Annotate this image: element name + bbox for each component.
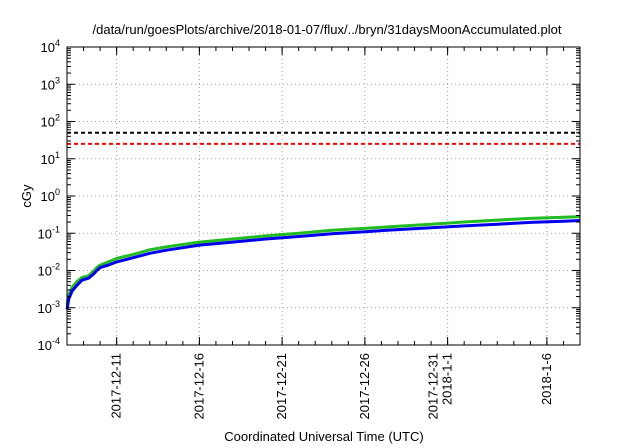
x-axis-label: Coordinated Universal Time (UTC) (224, 429, 423, 444)
y-tick-label: 102 (41, 113, 60, 130)
x-axis: 2017-12-11 2017-12-16 2017-12-21 2017-12-26… (83, 47, 564, 420)
y-tick-label: 100 (41, 187, 60, 204)
x-tick-label: 2018-1-1 (440, 353, 455, 405)
y-tick-label: 101 (41, 150, 60, 167)
y-tick-label: 10-4 (38, 336, 60, 353)
x-tick-label: 2017-12-26 (357, 353, 372, 420)
y-axis: 10-4 10-3 10-2 10-1 100 101 102 103 104 (38, 38, 580, 353)
grid (67, 47, 580, 345)
x-tick-label: 2017-12-21 (274, 353, 289, 420)
series-group (65, 215, 581, 310)
chart-title: /data/run/goesPlots/archive/2018-01-07/f… (93, 22, 562, 37)
y-tick-label: 10-1 (38, 224, 60, 241)
y-tick-label: 10-2 (38, 262, 60, 279)
threshold-lines (67, 131, 580, 145)
series-line (65, 219, 581, 310)
x-tick-label: 2017-12-31 (426, 353, 441, 420)
series-line (65, 215, 581, 306)
x-tick-label: 2017-12-11 (109, 353, 124, 419)
y-tick-label: 10-3 (38, 299, 60, 316)
x-tick-label: 2018-1-6 (539, 353, 554, 405)
y-tick-label: 103 (41, 75, 60, 92)
x-tick-label: 2017-12-16 (191, 353, 206, 420)
y-axis-label: cGy (19, 184, 34, 208)
y-tick-label: 104 (41, 38, 60, 55)
